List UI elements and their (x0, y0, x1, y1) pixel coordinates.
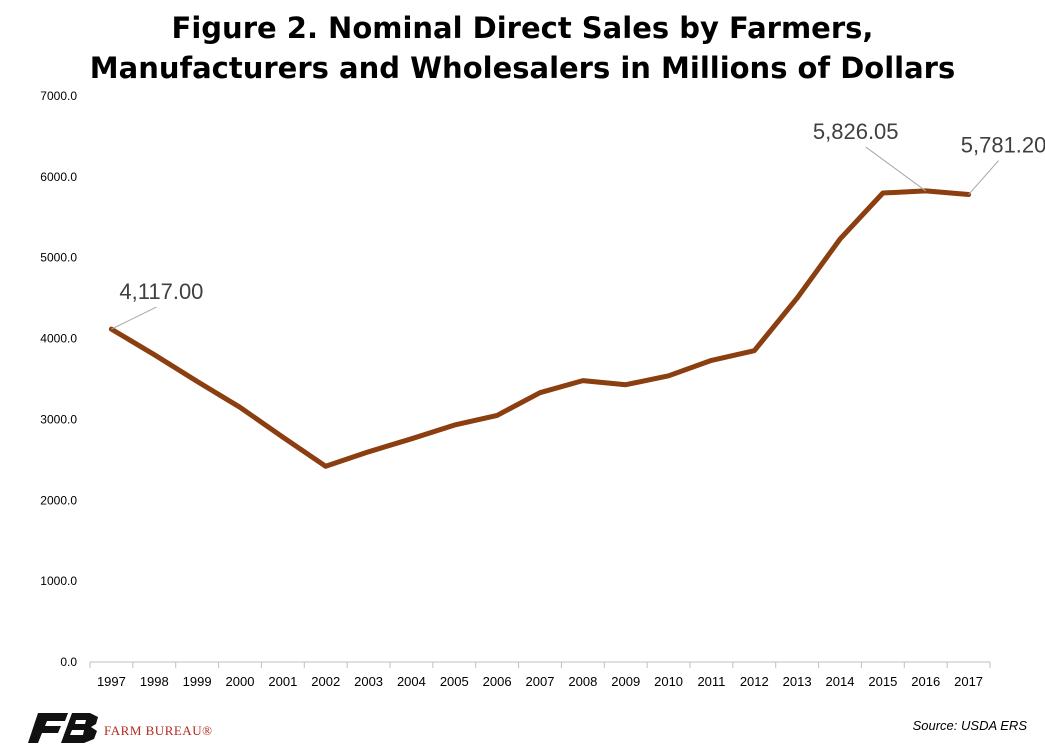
x-tick-label: 2011 (697, 674, 725, 689)
x-tick-label: 2014 (826, 674, 855, 689)
x-tick-label: 2003 (354, 674, 383, 689)
data-label: 5,781.20 (961, 133, 1045, 158)
x-tick-label: 2001 (268, 674, 297, 689)
data-label-leader-line (968, 160, 999, 195)
x-tick-label: 2017 (954, 674, 983, 689)
x-tick-label: 1998 (140, 674, 169, 689)
x-tick-label: 2000 (226, 674, 255, 689)
farm-bureau-logo-icon (28, 713, 98, 743)
chart-title-line-1: Figure 2. Nominal Direct Sales by Farmer… (171, 11, 874, 45)
x-tick-label: 2002 (311, 674, 340, 689)
x-tick-label: 2005 (440, 674, 469, 689)
x-tick-label: 1997 (97, 674, 126, 689)
y-tick-label: 2000.0 (40, 493, 77, 507)
x-tick-label: 1999 (183, 674, 212, 689)
x-axis (89, 661, 991, 668)
x-tick-label: 2007 (526, 674, 555, 689)
y-tick-label: 6000.0 (40, 170, 77, 184)
data-label-leader-line (865, 146, 927, 192)
chart-title: Figure 2. Nominal Direct Sales by Farmer… (0, 8, 1045, 88)
data-label: 5,826.05 (813, 119, 899, 144)
y-axis-tick-labels: 0.0 1000.0 2000.0 3000.0 4000.0 5000.0 6000.0 7… (40, 89, 77, 669)
x-tick-label: 2013 (783, 674, 812, 689)
x-tick-label: 2010 (654, 674, 683, 689)
y-tick-label: 3000.0 (40, 412, 77, 426)
source-note: Source: USDA ERS (912, 718, 1027, 733)
x-tick-label: 2016 (911, 674, 940, 689)
y-tick-label: 5000.0 (40, 251, 77, 265)
x-tick-label: 2015 (868, 674, 897, 689)
x-tick-label: 2012 (740, 674, 769, 689)
series-line (108, 188, 972, 469)
data-labels: 4,117.00 5,826.05 5,781.20 (111, 119, 1045, 330)
x-tick-label: 2006 (483, 674, 512, 689)
y-tick-label: 7000.0 (40, 89, 77, 103)
chart-title-line-2: Manufacturers and Wholesalers in Million… (89, 51, 956, 85)
farm-bureau-wordmark: FARM BUREAU® (104, 723, 213, 738)
y-tick-label: 0.0 (60, 655, 77, 669)
y-tick-label: 1000.0 (40, 574, 77, 588)
x-axis-tick-labels: 1997 1998 1999 2000 2001 2002 2003 2004 2005 2006… (97, 674, 983, 689)
x-tick-label: 2009 (611, 674, 640, 689)
y-tick-label: 4000.0 (40, 332, 77, 346)
data-label: 4,117.00 (119, 279, 203, 304)
data-label-leader-line (111, 306, 157, 330)
x-tick-label: 2008 (568, 674, 597, 689)
x-tick-label: 2004 (397, 674, 426, 689)
series-lines (108, 188, 972, 469)
